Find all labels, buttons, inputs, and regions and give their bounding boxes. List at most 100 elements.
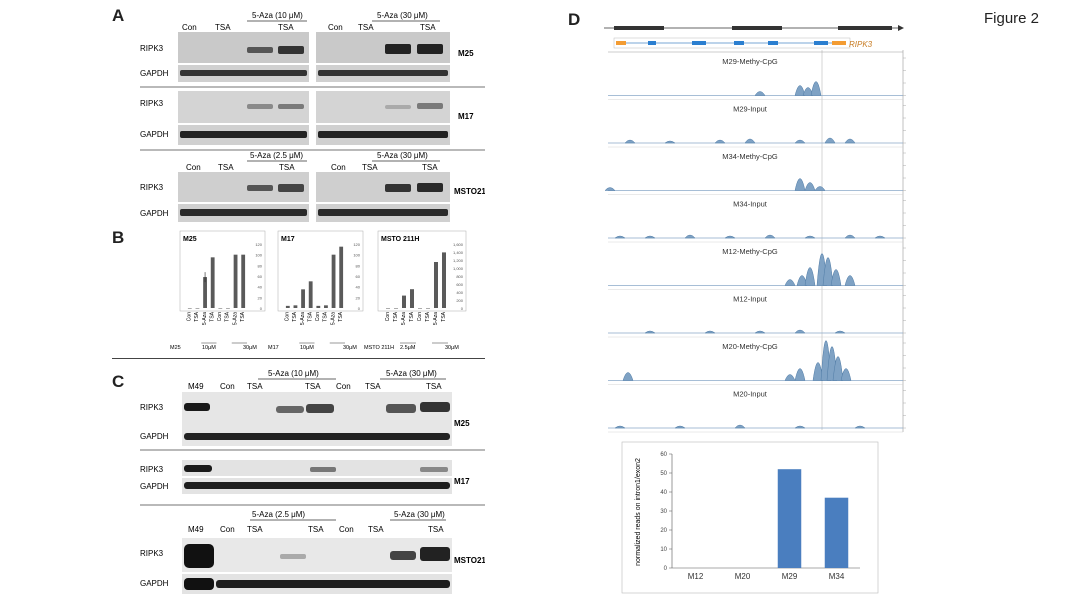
a-m25-lane-4: TSA — [278, 23, 294, 32]
divider-b-c — [112, 358, 485, 359]
d-coverage-peak — [684, 234, 696, 239]
dbar-tick-label: 40 — [660, 490, 667, 496]
b-x-label: TSA — [409, 311, 415, 321]
d-coverage-peak — [674, 425, 686, 429]
b-tick-label: 80 — [258, 263, 263, 268]
c2-lane-2: Con — [220, 525, 235, 534]
a-msto-header-left: 5-Aza (2.5 μM) — [250, 151, 303, 160]
a-m25-lane-1: Con — [182, 23, 197, 32]
c1-m17-ripk3-label: RIPK3 — [140, 465, 164, 474]
dbar-tick-label: 0 — [664, 566, 668, 572]
d-coverage-peak — [604, 187, 616, 191]
a-msto-lane-5: Con — [331, 163, 346, 172]
c2-lane-7: TSA — [368, 525, 384, 534]
b-x-label: TSA — [323, 311, 329, 321]
b-bar — [386, 308, 390, 309]
d-coverage-peak — [814, 186, 826, 191]
c1-m25-gapdh-label: GAPDH — [140, 432, 169, 441]
b-bar — [434, 262, 438, 308]
b-bar — [210, 257, 215, 308]
c1-header-right: 5-Aza (30 μM) — [386, 369, 437, 378]
d-coverage-peak — [810, 81, 822, 96]
b-chart-m25: M25 — [179, 230, 266, 312]
c2-gapdh-label: GAPDH — [140, 579, 169, 588]
a-m17-gapdh-label: GAPDH — [140, 130, 169, 139]
b-x-label: Con — [285, 312, 291, 321]
a-m25-ripk3-label: RIPK3 — [140, 44, 164, 53]
b-m17-title: M17 — [281, 236, 295, 243]
b-msto-title: MSTO 211H — [381, 236, 419, 243]
b-bar — [442, 252, 446, 308]
d-coverage-peak — [824, 137, 836, 144]
b-bar — [195, 308, 200, 309]
b-group-dose-a-0: 10μM — [202, 345, 216, 351]
b-tick-label: 20 — [258, 295, 263, 300]
b-tick-label: 400 — [456, 290, 463, 295]
panel-a-letter: A — [112, 6, 125, 25]
b-bar — [316, 305, 321, 308]
b-tick-label: 0 — [461, 306, 464, 311]
a-msto-lane-6: TSA — [362, 163, 378, 172]
d-coverage-peak — [854, 425, 866, 429]
b-x-label: 5-Aza — [330, 312, 336, 325]
d-coverage-peak — [644, 235, 656, 239]
panel-d-normalized-reads-chart: normalized reads on intron1/exon2 0 10 20 3… — [621, 441, 879, 594]
b-tick-label: 0 — [358, 306, 361, 311]
b-tick-label: 120 — [353, 242, 360, 247]
b-tick-label: 40 — [258, 285, 263, 290]
d-coverage-peak — [844, 275, 856, 286]
c1-m17-label: M17 — [454, 477, 470, 486]
a-m25-gapdh-label: GAPDH — [140, 69, 169, 78]
b-tick-label: 1,600 — [453, 242, 464, 247]
b-x-label: 5-Aza — [401, 312, 407, 325]
d-coverage-peak — [754, 91, 766, 96]
b-group-dose-b-2: 30μM — [445, 345, 459, 351]
b-tick-label: 100 — [255, 253, 262, 258]
c1-lane-2: Con — [220, 382, 235, 391]
dbar-tick-label: 50 — [660, 471, 667, 477]
b-tick-label: 1,200 — [453, 258, 464, 263]
dbar-bar — [824, 497, 849, 568]
c2-ripk3-label: RIPK3 — [140, 549, 164, 558]
panel-d-genome-tracks: RIPK3 M29-Methy-CpG M29-Input M34-Methy-Cp… — [604, 25, 906, 433]
b-x-label: TSA — [307, 311, 313, 321]
b-x-label: 5-Aza — [202, 312, 208, 325]
a-m25-cell-label: M25 — [458, 49, 474, 58]
b-group-dose-b-0: 30μM — [243, 345, 257, 351]
d-coverage-peak — [794, 368, 806, 381]
d-coverage-peak — [664, 140, 676, 144]
d-gene-label: RIPK3 — [849, 40, 873, 49]
b-x-label: TSA — [194, 311, 200, 321]
b-group-dose-b-1: 30μM — [343, 345, 357, 351]
b-bar — [394, 308, 398, 309]
c2-lane-5: TSA — [308, 525, 324, 534]
b-tick-label: 20 — [356, 295, 361, 300]
b-bar — [301, 289, 305, 308]
b-bar — [226, 308, 230, 309]
a-msto-lane-1: Con — [186, 163, 201, 172]
b-tick-label: 200 — [456, 298, 463, 303]
d-coverage-peak — [764, 234, 776, 239]
b-x-label: TSA — [441, 311, 447, 321]
b-tick-label: 100 — [353, 253, 360, 258]
b-x-label: TSA — [393, 311, 399, 321]
d-track-label: M20-Methy-CpG — [722, 342, 778, 351]
d-coverage-peak — [804, 267, 816, 286]
dbar-tick-label: 10 — [660, 547, 667, 553]
b-x-label: Con — [385, 312, 391, 321]
b-tick-label: 40 — [356, 285, 361, 290]
b-x-label: 5-Aza — [300, 312, 306, 325]
b-bar — [293, 305, 298, 308]
c2-header-left: 5-Aza (2.5 μM) — [252, 510, 305, 519]
b-x-label: TSA — [425, 311, 431, 321]
c1-lane-6: Con — [336, 382, 351, 391]
d-coverage-peak — [624, 139, 636, 144]
b-m25-title: M25 — [183, 236, 197, 243]
panel-d-letter: D — [568, 10, 581, 29]
d-track-label: M12-Input — [733, 295, 768, 304]
d-track-label: M34-Input — [733, 200, 768, 209]
figure-title: Figure 2 — [984, 10, 1040, 27]
b-bar — [410, 289, 414, 308]
c2-lane-6: Con — [339, 525, 354, 534]
